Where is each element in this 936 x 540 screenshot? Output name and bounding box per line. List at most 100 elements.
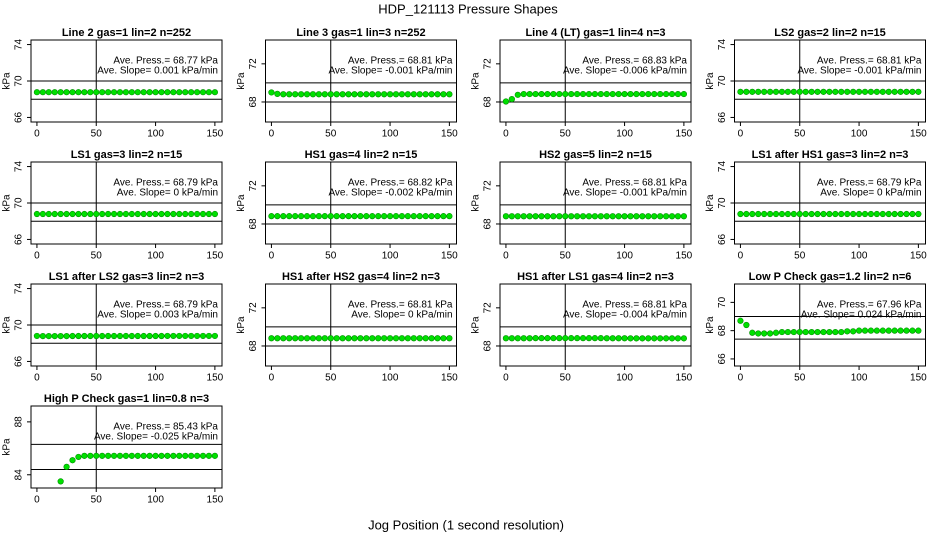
data-point bbox=[737, 317, 744, 324]
data-point bbox=[844, 88, 851, 95]
data-point bbox=[211, 452, 218, 459]
annotation: Ave. Press.= 68.77 kPa bbox=[113, 56, 218, 67]
x-tick-label: 100 bbox=[382, 373, 399, 384]
data-point bbox=[87, 89, 94, 96]
x-tick-label: 100 bbox=[851, 129, 868, 140]
y-axis-label: kPa bbox=[2, 316, 13, 334]
data-point bbox=[164, 89, 171, 96]
data-point bbox=[903, 327, 910, 334]
data-point bbox=[345, 91, 352, 98]
annotation: Ave. Press.= 68.79 kPa bbox=[113, 178, 218, 189]
annotation: Ave. Press.= 85.43 kPa bbox=[113, 422, 218, 433]
x-tick-label: 50 bbox=[794, 251, 806, 262]
x-tick-label: 0 bbox=[34, 373, 40, 384]
x-tick-label: 150 bbox=[207, 129, 224, 140]
data-point bbox=[274, 213, 281, 220]
data-point bbox=[297, 335, 305, 342]
data-point bbox=[93, 452, 100, 459]
y-tick-label: 72 bbox=[483, 180, 494, 192]
plot-area bbox=[31, 40, 222, 122]
data-point bbox=[381, 213, 388, 220]
data-point bbox=[867, 327, 875, 334]
y-tick-label: 84 bbox=[14, 469, 25, 481]
data-point bbox=[639, 213, 646, 220]
data-point bbox=[544, 213, 551, 220]
data-point bbox=[99, 452, 106, 459]
data-point bbox=[885, 210, 892, 218]
data-point bbox=[909, 327, 916, 334]
x-tick-label: 0 bbox=[34, 129, 40, 140]
data-point bbox=[268, 213, 275, 220]
data-point bbox=[440, 91, 447, 98]
plot-frame bbox=[499, 39, 692, 123]
data-point bbox=[99, 210, 106, 218]
data-point bbox=[351, 335, 358, 342]
y-tick-label: 68 bbox=[248, 340, 259, 352]
annotation: Ave. Slope= -0.001 kPa/min bbox=[797, 66, 921, 77]
data-point bbox=[915, 210, 922, 218]
data-point bbox=[550, 213, 557, 220]
data-point bbox=[280, 213, 287, 220]
y-tick-label: 68 bbox=[483, 96, 494, 108]
x-tick-label: 100 bbox=[147, 129, 164, 140]
data-point bbox=[743, 321, 750, 329]
data-point bbox=[205, 89, 213, 96]
data-point bbox=[286, 91, 293, 98]
data-point bbox=[808, 88, 815, 95]
data-point bbox=[116, 452, 124, 459]
data-point bbox=[633, 213, 640, 220]
data-point bbox=[909, 210, 916, 218]
data-point bbox=[193, 452, 201, 459]
data-point bbox=[339, 213, 346, 220]
data-point bbox=[568, 335, 575, 342]
data-point bbox=[668, 335, 676, 342]
data-point bbox=[274, 335, 281, 342]
data-point bbox=[814, 88, 821, 95]
x-tick-label: 0 bbox=[738, 251, 744, 262]
data-point bbox=[651, 213, 658, 220]
data-point bbox=[188, 452, 195, 459]
y-tick-label: 72 bbox=[483, 302, 494, 314]
data-point bbox=[205, 332, 213, 340]
x-tick-label: 150 bbox=[441, 373, 458, 384]
data-point bbox=[176, 332, 183, 340]
y-tick-label: 74 bbox=[717, 161, 728, 173]
data-point bbox=[502, 335, 510, 342]
y-tick-label: 68 bbox=[483, 340, 494, 352]
y-axis-label: kPa bbox=[471, 316, 482, 334]
data-point bbox=[182, 332, 189, 340]
data-point bbox=[796, 88, 803, 95]
data-point bbox=[766, 330, 774, 337]
data-point bbox=[743, 210, 750, 218]
data-point bbox=[375, 213, 382, 220]
data-point bbox=[152, 332, 159, 340]
data-point bbox=[128, 89, 135, 96]
data-point bbox=[51, 89, 58, 96]
data-point bbox=[749, 329, 756, 336]
data-point bbox=[110, 89, 118, 96]
y-axis-label: kPa bbox=[2, 438, 13, 456]
data-point bbox=[508, 213, 515, 220]
data-point bbox=[321, 91, 328, 98]
y-axis-label: kPa bbox=[236, 72, 247, 90]
data-point bbox=[105, 332, 112, 340]
data-point bbox=[93, 89, 100, 96]
x-tick-label: 50 bbox=[325, 373, 337, 384]
annotation: Ave. Press.= 68.81 kPa bbox=[817, 56, 922, 67]
data-point bbox=[176, 89, 183, 96]
data-point bbox=[633, 335, 640, 342]
data-point bbox=[188, 332, 195, 340]
data-point bbox=[170, 89, 177, 96]
data-point bbox=[33, 210, 41, 218]
plot-area bbox=[31, 162, 222, 244]
panel-title: LS1 after HS1 gas=3 lin=2 n=3 bbox=[752, 149, 909, 161]
y-axis-label: kPa bbox=[471, 194, 482, 212]
x-tick-label: 50 bbox=[560, 129, 572, 140]
data-point bbox=[188, 89, 195, 96]
data-point bbox=[802, 210, 809, 218]
x-tick-label: 0 bbox=[738, 129, 744, 140]
data-point bbox=[164, 332, 171, 340]
data-point bbox=[51, 333, 58, 340]
data-point bbox=[140, 452, 147, 459]
